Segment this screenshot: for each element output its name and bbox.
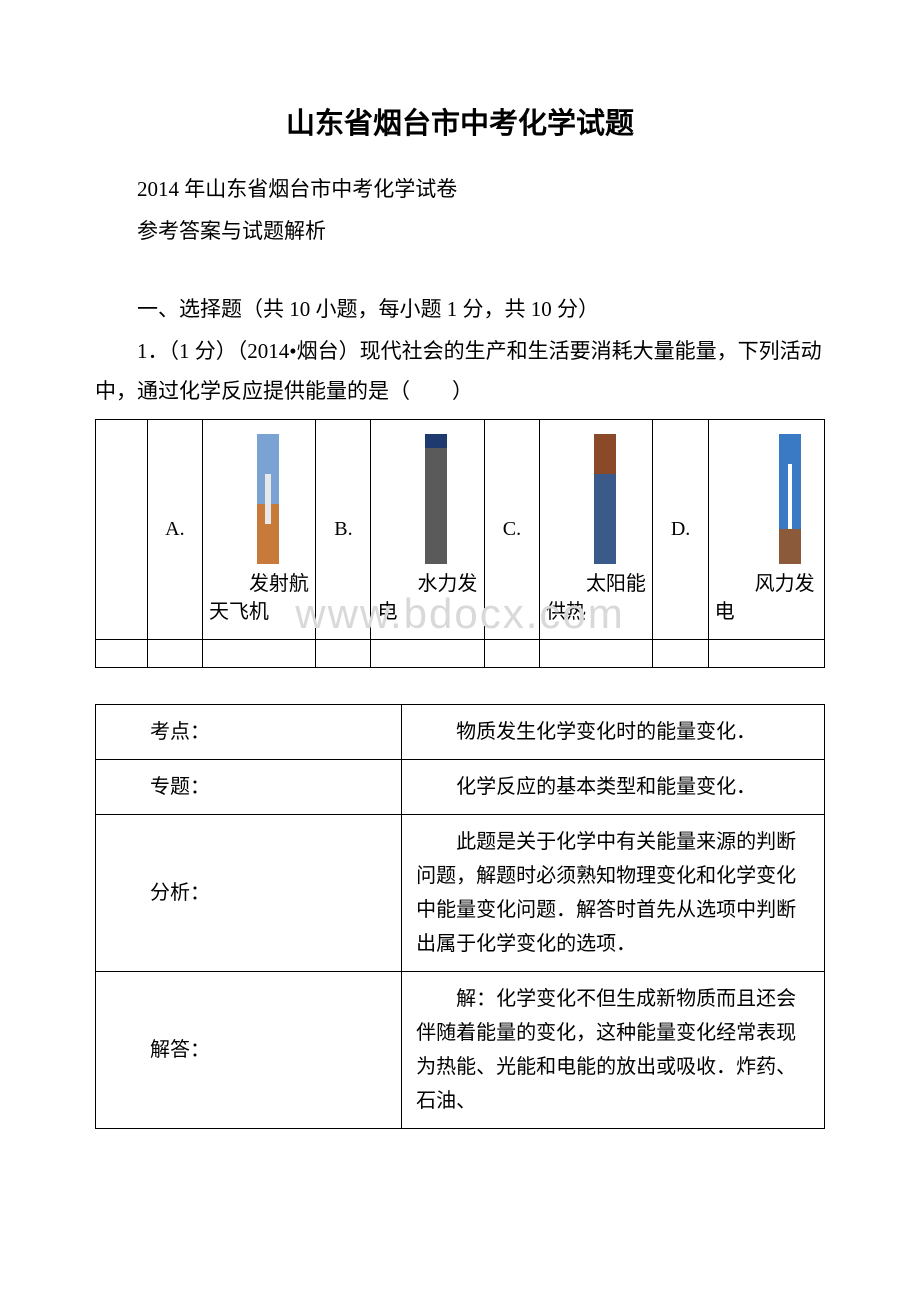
- table-row: 考点： 物质发生化学变化时的能量变化．: [96, 705, 825, 760]
- option-c-letter: C.: [484, 420, 539, 640]
- empty-cell: [484, 640, 539, 668]
- empty-cell: [96, 640, 148, 668]
- table-row: 分析： 此题是关于化学中有关能量来源的判断问题，解题时必须熟知物理变化和化学变化…: [96, 815, 825, 972]
- rocket-thumb-icon: [257, 434, 279, 564]
- option-d-letter: D.: [653, 420, 708, 640]
- option-c-caption: 太阳能供热: [546, 570, 647, 626]
- option-d-image-cell: 风力发电: [708, 420, 824, 640]
- question-text: 1．（1 分）（2014•烟台）现代社会的生产和生活要消耗大量能量，下列活动中，…: [95, 332, 825, 412]
- subtitle-line-1: 2014 年山东省烟台市中考化学试卷: [95, 170, 825, 210]
- row-content: 化学反应的基本类型和能量变化．: [402, 760, 825, 815]
- options-empty-row: [96, 640, 825, 668]
- empty-cell: [539, 640, 653, 668]
- row-content: 物质发生化学变化时的能量变化．: [402, 705, 825, 760]
- options-row: A. 发射航天飞机 B. 水力发电 C. 太阳能供热 D.: [96, 420, 825, 640]
- row-content: 解：化学变化不但生成新物质而且还会伴随着能量的变化，这种能量变化经常表现为热能、…: [402, 972, 825, 1129]
- option-c-image-cell: 太阳能供热: [539, 420, 653, 640]
- section-header: 一、选择题（共 10 小题，每小题 1 分，共 10 分）: [95, 290, 825, 330]
- row-label: 专题：: [96, 760, 402, 815]
- solar-thumb-icon: [594, 434, 616, 564]
- option-b-image-cell: 水力发电: [371, 420, 485, 640]
- empty-cell: [653, 640, 708, 668]
- wind-thumb-icon: [779, 434, 801, 564]
- empty-cell: [202, 640, 316, 668]
- row-label: 分析：: [96, 815, 402, 972]
- option-d-caption: 风力发电: [715, 570, 818, 626]
- empty-cell: [316, 640, 371, 668]
- option-b-caption: 水力发电: [377, 570, 478, 626]
- spacer: [95, 254, 825, 290]
- empty-lead-cell: [96, 420, 148, 640]
- options-table: A. 发射航天飞机 B. 水力发电 C. 太阳能供热 D.: [95, 419, 825, 668]
- empty-cell: [147, 640, 202, 668]
- option-a-image-cell: 发射航天飞机: [202, 420, 316, 640]
- empty-cell: [708, 640, 824, 668]
- option-a-letter: A.: [147, 420, 202, 640]
- empty-cell: [371, 640, 485, 668]
- row-content: 此题是关于化学中有关能量来源的判断问题，解题时必须熟知物理变化和化学变化中能量变…: [402, 815, 825, 972]
- option-b-letter: B.: [316, 420, 371, 640]
- table-row: 解答： 解：化学变化不但生成新物质而且还会伴随着能量的变化，这种能量变化经常表现…: [96, 972, 825, 1129]
- hydropower-thumb-icon: [425, 434, 447, 564]
- option-a-caption: 发射航天飞机: [209, 570, 310, 626]
- row-label: 解答：: [96, 972, 402, 1129]
- row-label: 考点：: [96, 705, 402, 760]
- answer-table: 考点： 物质发生化学变化时的能量变化． 专题： 化学反应的基本类型和能量变化． …: [95, 704, 825, 1129]
- table-row: 专题： 化学反应的基本类型和能量变化．: [96, 760, 825, 815]
- question-1-text: 1．（1 分）（2014•烟台）现代社会的生产和生活要消耗大量能量，下列活动中，…: [95, 339, 822, 403]
- subtitle-line-2: 参考答案与试题解析: [95, 212, 825, 252]
- page-title: 山东省烟台市中考化学试题: [95, 100, 825, 142]
